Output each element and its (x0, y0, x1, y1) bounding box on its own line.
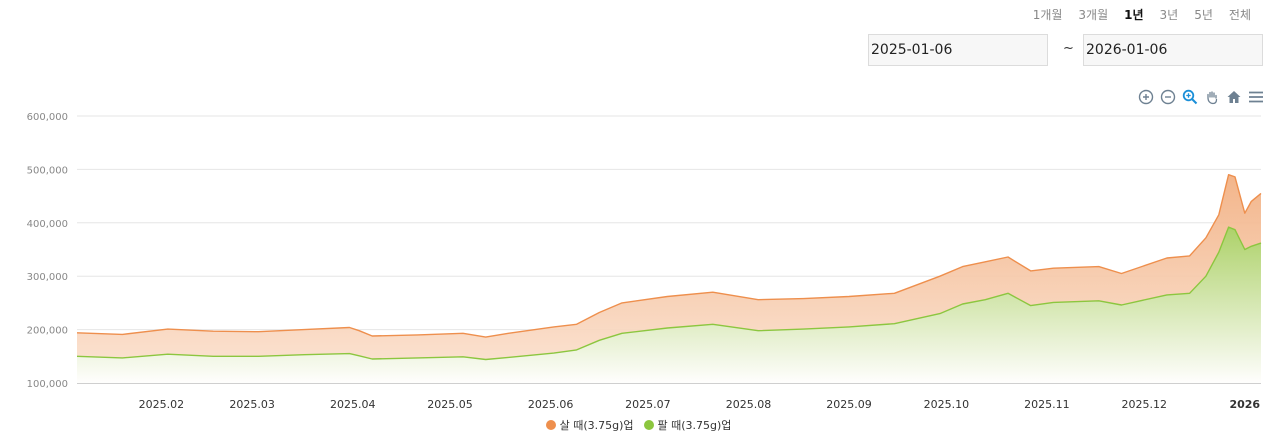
y-tick-label: 300,000 (27, 272, 68, 283)
selection-zoom-icon[interactable] (1181, 88, 1199, 106)
chart-toolbar (1137, 88, 1265, 106)
x-tick-label: 2025.02 (139, 398, 185, 411)
period-5-years[interactable]: 5년 (1194, 8, 1213, 22)
x-tick-label: 2025.06 (528, 398, 574, 411)
price-chart: 100,000 200,000 300,000 400,000 500,000 600,0… (27, 112, 1262, 411)
period-3-years[interactable]: 3년 (1159, 8, 1179, 22)
y-tick-label: 400,000 (27, 219, 68, 230)
x-tick-label: 2025.05 (427, 398, 473, 411)
menu-icon[interactable] (1247, 88, 1265, 106)
legend-label-sell: 팔 때(3.75g)업 (657, 419, 732, 432)
x-tick-label: 2025.10 (924, 398, 970, 411)
x-tick-label: 2025.04 (330, 398, 376, 411)
y-tick-label: 600,000 (27, 112, 68, 123)
y-tick-label: 200,000 (27, 326, 68, 337)
chart-legend: 살 때(3.75g)업 팔 때(3.75g)업 (0, 417, 1277, 433)
x-tick-label: 2025.03 (229, 398, 275, 411)
period-1-month[interactable]: 1개월 (1032, 8, 1063, 22)
x-tick-label: 2026 (1229, 398, 1260, 411)
date-range-separator: ~ (1063, 41, 1074, 56)
start-date-input[interactable] (868, 34, 1048, 66)
x-tick-label: 2025.08 (726, 398, 772, 411)
x-tick-label: 2025.07 (625, 398, 671, 411)
x-tick-label: 2025.09 (826, 398, 872, 411)
legend-item-sell[interactable]: 팔 때(3.75g)업 (643, 417, 732, 433)
end-date-input[interactable] (1083, 34, 1263, 66)
period-all[interactable]: 전체 (1228, 8, 1251, 22)
y-tick-label: 100,000 (27, 379, 68, 390)
reset-home-icon[interactable] (1225, 88, 1243, 106)
zoom-out-icon[interactable] (1159, 88, 1177, 106)
y-tick-label: 500,000 (27, 165, 68, 176)
legend-label-buy: 살 때(3.75g)업 (559, 419, 634, 432)
period-selector: 1개월 3개월 1년 3년 5년 전체 (1025, 6, 1259, 23)
x-tick-label: 2025.12 (1121, 398, 1167, 411)
period-3-months[interactable]: 3개월 (1078, 8, 1109, 22)
zoom-in-icon[interactable] (1137, 88, 1155, 106)
legend-marker-sell (643, 420, 654, 430)
period-1-year[interactable]: 1년 (1124, 8, 1144, 22)
series-area-sell (77, 227, 1261, 383)
pan-icon[interactable] (1203, 88, 1221, 106)
series-line-sell (76, 226, 1262, 361)
x-tick-label: 2025.11 (1024, 398, 1070, 411)
legend-marker-buy (545, 420, 556, 430)
legend-item-buy[interactable]: 살 때(3.75g)업 (545, 417, 634, 433)
series-line-buy (76, 174, 1262, 338)
